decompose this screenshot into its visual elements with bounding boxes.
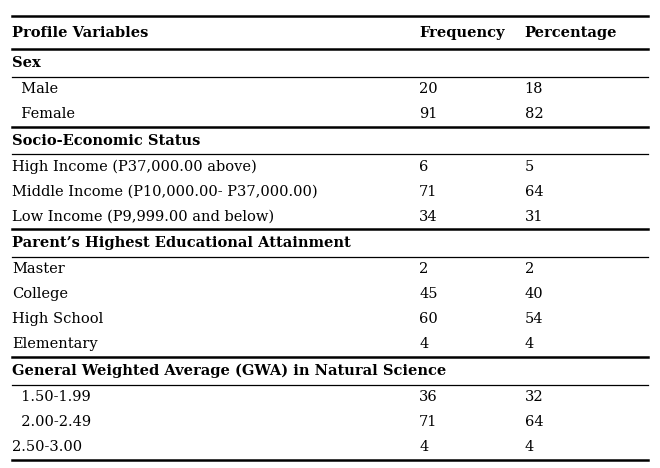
Text: High Income (P37,000.00 above): High Income (P37,000.00 above) <box>12 160 257 174</box>
Text: Elementary: Elementary <box>12 337 98 351</box>
Text: 5: 5 <box>525 160 534 174</box>
Text: Middle Income (P10,000.00- P37,000.00): Middle Income (P10,000.00- P37,000.00) <box>12 185 317 199</box>
Text: 40: 40 <box>525 287 543 301</box>
Text: 2: 2 <box>419 263 428 277</box>
Text: 64: 64 <box>525 185 543 199</box>
Text: 4: 4 <box>419 440 428 454</box>
Text: 64: 64 <box>525 415 543 429</box>
Text: 2.50-3.00: 2.50-3.00 <box>12 440 82 454</box>
Text: 32: 32 <box>525 390 543 404</box>
Text: 82: 82 <box>525 107 543 121</box>
Text: 6: 6 <box>419 160 428 174</box>
Text: Socio-Economic Status: Socio-Economic Status <box>12 133 200 147</box>
Text: 60: 60 <box>419 313 438 327</box>
Text: Low Income (P9,999.00 and below): Low Income (P9,999.00 and below) <box>12 210 274 224</box>
Text: High School: High School <box>12 313 103 327</box>
Text: 31: 31 <box>525 210 543 224</box>
Text: 34: 34 <box>419 210 438 224</box>
Text: Parent’s Highest Educational Attainment: Parent’s Highest Educational Attainment <box>12 236 350 250</box>
Text: Profile Variables: Profile Variables <box>12 26 148 40</box>
Text: 2.00-2.49: 2.00-2.49 <box>12 415 91 429</box>
Text: 4: 4 <box>525 440 534 454</box>
Text: 54: 54 <box>525 313 543 327</box>
Text: 4: 4 <box>525 337 534 351</box>
Text: Frequency: Frequency <box>419 26 505 40</box>
Text: General Weighted Average (GWA) in Natural Science: General Weighted Average (GWA) in Natura… <box>12 364 446 378</box>
Text: 4: 4 <box>419 337 428 351</box>
Text: Sex: Sex <box>12 56 41 70</box>
Text: 18: 18 <box>525 82 543 96</box>
Text: 71: 71 <box>419 415 438 429</box>
Text: 2: 2 <box>525 263 534 277</box>
Text: 1.50-1.99: 1.50-1.99 <box>12 390 90 404</box>
Text: 36: 36 <box>419 390 438 404</box>
Text: Female: Female <box>12 107 75 121</box>
Text: Male: Male <box>12 82 58 96</box>
Text: Percentage: Percentage <box>525 26 617 40</box>
Text: 71: 71 <box>419 185 438 199</box>
Text: 91: 91 <box>419 107 438 121</box>
Text: 45: 45 <box>419 287 438 301</box>
Text: 20: 20 <box>419 82 438 96</box>
Text: College: College <box>12 287 68 301</box>
Text: Master: Master <box>12 263 65 277</box>
